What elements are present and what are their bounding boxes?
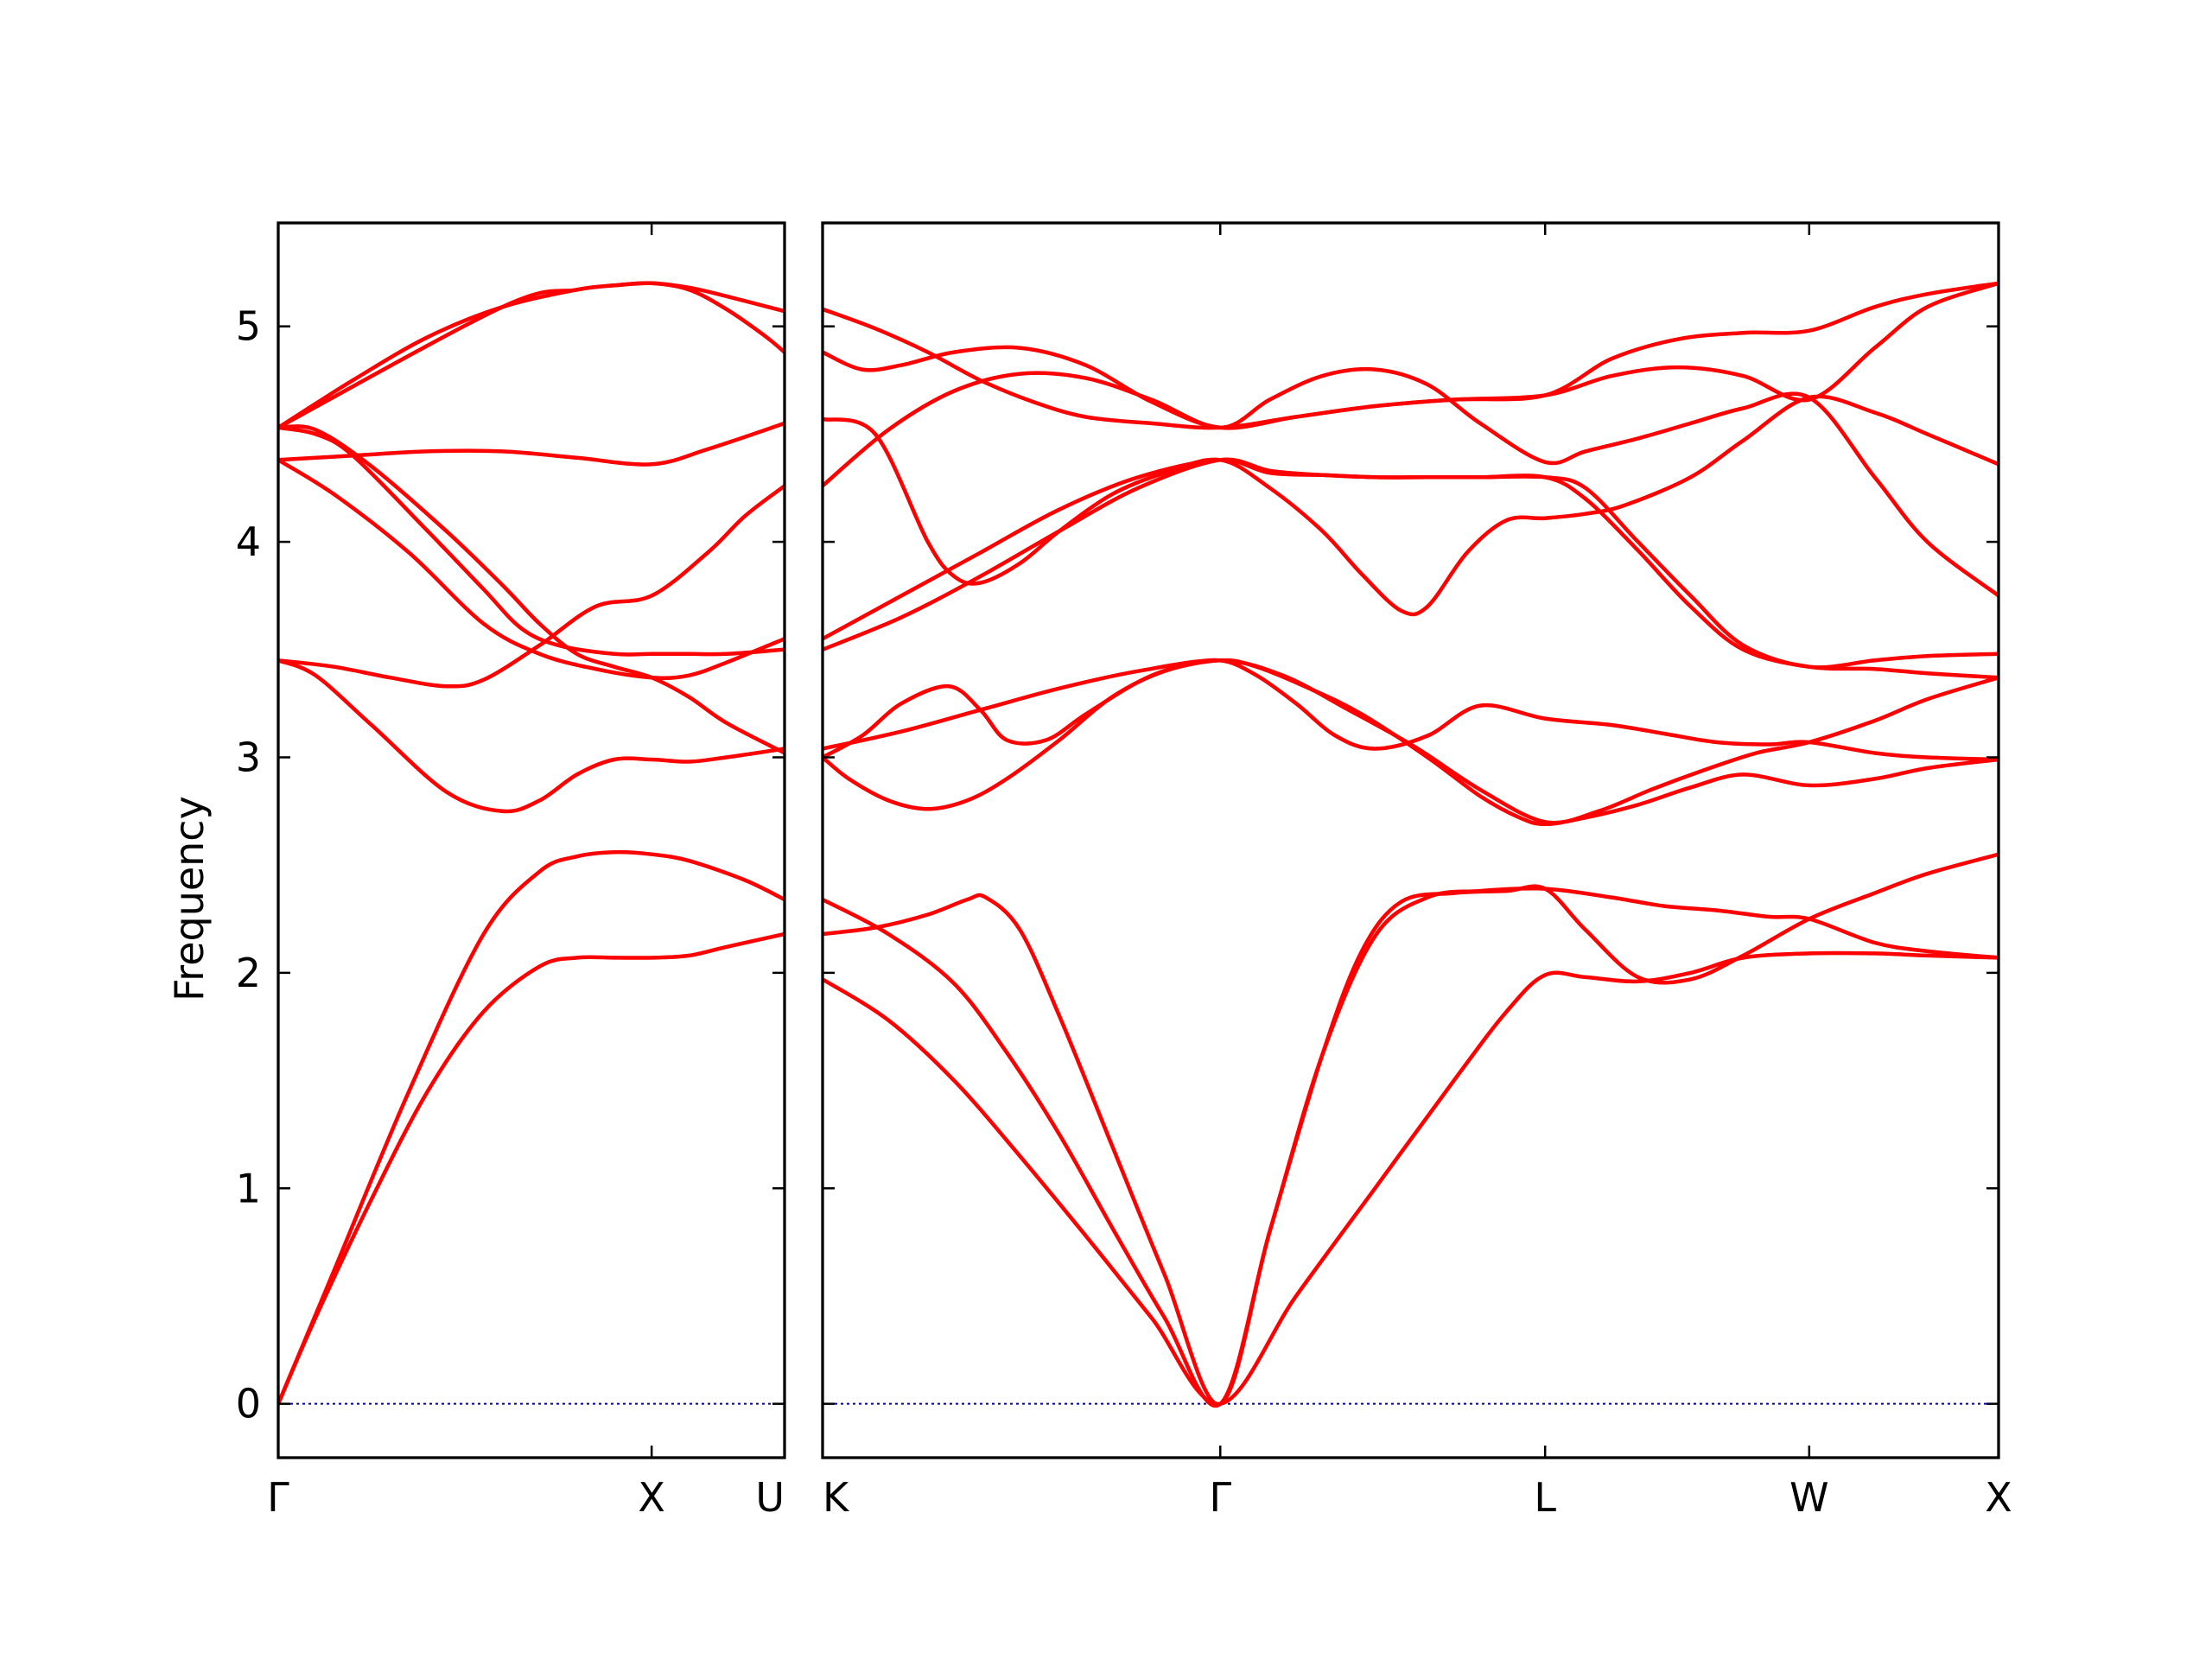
band-9	[278, 421, 785, 467]
band-2	[823, 886, 1999, 1408]
band-7	[823, 457, 1999, 680]
band-lines	[278, 281, 785, 1406]
x-tick-label: Γ	[1209, 1474, 1231, 1521]
y-tick-label: 3	[236, 734, 261, 780]
band-12	[823, 281, 1999, 430]
plot-panels: 0 1 2 3 4 5 Γ X U K Γ L W X	[236, 221, 2012, 1521]
y-tick-label: 5	[236, 303, 261, 350]
x-tick-label: X	[1985, 1474, 2012, 1521]
band-3	[823, 852, 1999, 1407]
x-tick-label: W	[1789, 1474, 1828, 1521]
x-tick-label: L	[1534, 1474, 1556, 1521]
band-9	[823, 394, 1999, 617]
panel-1: 0 1 2 3 4 5 Γ X U	[236, 221, 786, 1521]
band-1	[278, 931, 785, 1406]
band-6	[278, 425, 785, 657]
band-4	[278, 658, 785, 814]
band-5	[823, 658, 1999, 762]
band-4	[823, 658, 1999, 827]
panel-frame	[276, 221, 786, 1459]
band-8	[823, 458, 1999, 670]
y-tick-label: 2	[236, 950, 261, 996]
x-tick-label: U	[755, 1474, 785, 1521]
band-6	[823, 658, 1999, 825]
x-tick-label: X	[638, 1474, 665, 1521]
panel-frame	[821, 221, 2000, 1459]
band-1	[823, 950, 1999, 1406]
y-axis-label: Frequency	[166, 796, 213, 1001]
band-7	[278, 458, 785, 681]
band-lines	[823, 281, 1999, 1408]
y-tick-label: 0	[236, 1381, 261, 1427]
y-tick-label: 4	[236, 518, 261, 565]
band-2	[278, 849, 785, 1406]
x-tick-label: K	[823, 1474, 850, 1521]
band-10	[278, 281, 785, 430]
band-5	[278, 484, 785, 689]
y-tick-label: 1	[236, 1165, 261, 1211]
band-8	[278, 424, 785, 755]
x-tick-label: Γ	[267, 1474, 289, 1521]
band-11	[278, 281, 785, 430]
